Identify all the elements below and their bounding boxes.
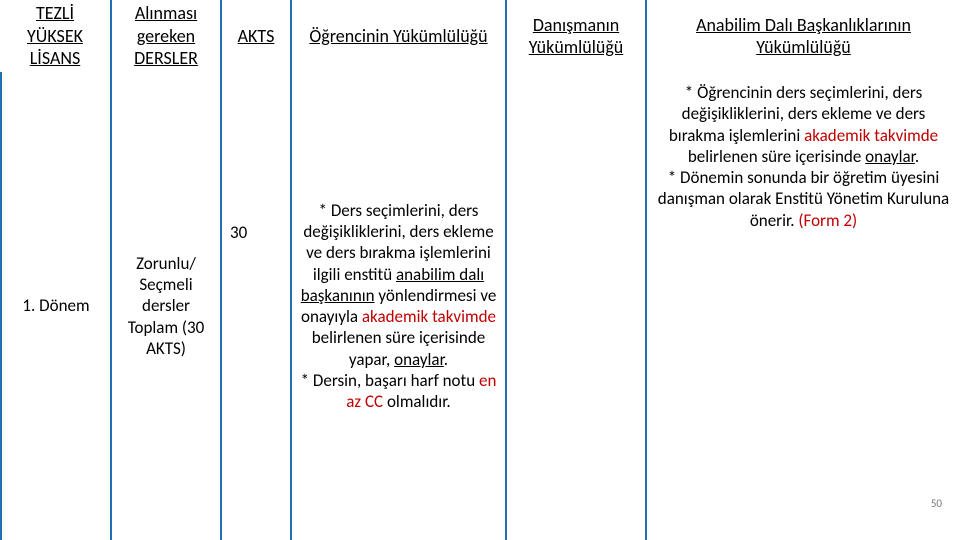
cell-courses: Zorunlu/ Seçmeli dersler Toplam (30 AKTS… [110, 72, 220, 540]
cell-term: 1. Dönem [0, 72, 110, 540]
header-advisor-obligation: Danışmanın Yükümlülüğü [505, 0, 645, 72]
department-obligation-p2: * Dönemin sonunda bir öğretim üyesini da… [655, 167, 952, 231]
header-department-obligation-text: Anabilim Dalı Başkanlıklarının Yükümlülü… [655, 14, 952, 59]
header-courses-text: Alınması gereken DERSLER [120, 2, 212, 70]
cell-department-obligation: * Öğrencinin ders seçimlerini, ders deği… [645, 72, 960, 540]
cell-student-obligation: * Ders seçimlerini, ders değişikliklerin… [290, 72, 505, 540]
t: akademik takvimde [362, 306, 496, 327]
t: . [915, 146, 919, 167]
department-obligation-p1: * Öğrencinin ders seçimlerini, ders deği… [655, 82, 952, 167]
cell-akts: 30 [220, 72, 290, 540]
t: onaylar [865, 146, 915, 167]
cell-term-text: 1. Dönem [22, 295, 89, 316]
course-table: TEZLİ YÜKSEK LİSANS Alınması gereken DER… [0, 0, 960, 540]
t: * Dersin, başarı harf notu [301, 370, 479, 391]
t: onaylar [394, 349, 444, 370]
header-advisor-obligation-text: Danışmanın Yükümlülüğü [515, 14, 637, 59]
t: akademik takvimde [804, 125, 938, 146]
page-number: 50 [931, 497, 942, 510]
header-program-text: TEZLİ YÜKSEK LİSANS [8, 2, 102, 70]
header-student-obligation-text: Öğrencinin Yükümlülüğü [309, 25, 487, 48]
student-obligation-p1: * Ders seçimlerini, ders değişikliklerin… [300, 200, 497, 370]
header-akts: AKTS [220, 0, 290, 72]
header-courses: Alınması gereken DERSLER [110, 0, 220, 72]
t: olmalıdır. [383, 391, 451, 412]
header-department-obligation: Anabilim Dalı Başkanlıklarının Yükümlülü… [645, 0, 960, 72]
header-student-obligation: Öğrencinin Yükümlülüğü [290, 0, 505, 72]
header-akts-text: AKTS [238, 25, 275, 48]
t: belirlenen süre içerisinde [688, 146, 865, 167]
t: (Form 2) [798, 210, 857, 231]
t: . [444, 349, 448, 370]
student-obligation-p2: * Dersin, başarı harf notu en az CC olma… [300, 370, 497, 413]
cell-courses-text: Zorunlu/ Seçmeli dersler Toplam (30 AKTS… [120, 253, 212, 359]
header-program: TEZLİ YÜKSEK LİSANS [0, 0, 110, 72]
cell-advisor-obligation [505, 72, 645, 540]
cell-akts-text: 30 [230, 222, 247, 243]
